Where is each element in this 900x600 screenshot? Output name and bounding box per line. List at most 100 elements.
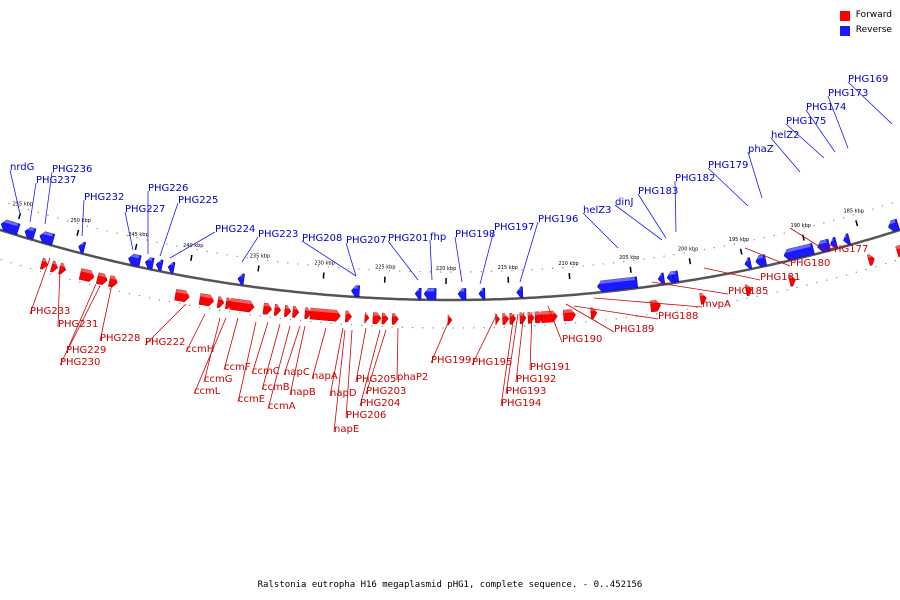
gene-label-phg177: PHG177 <box>828 244 868 255</box>
reverse-gene-feature <box>516 286 524 299</box>
gene-label-phg237: PHG237 <box>36 175 76 186</box>
gene-label-phg229: PHG229 <box>66 345 106 356</box>
reverse-gene-feature <box>657 272 666 285</box>
forward-gene-feature <box>519 312 527 325</box>
gene-label-phg179: PHG179 <box>708 160 748 171</box>
gene-label-phg182: PHG182 <box>675 173 715 184</box>
legend-forward: Forward <box>839 8 892 23</box>
forward-gene-feature <box>304 307 312 319</box>
tick-mark <box>257 265 260 272</box>
tick-marks: 255 kbp 250 kbp 245 kbp 240 kbp 235 kbp 230 k… <box>13 202 864 284</box>
gene-label-ccmb: ccmB <box>262 382 290 393</box>
gene-label-phg224: PHG224 <box>215 224 255 235</box>
gene-label-phg227: PHG227 <box>125 204 165 215</box>
tick-mark <box>17 213 22 220</box>
legend-reverse: Reverse <box>839 23 892 38</box>
reverse-gene-feature <box>829 236 839 249</box>
reverse-gene-feature <box>457 288 467 300</box>
tick-mark <box>855 220 859 227</box>
forward-gene-feature <box>262 302 272 315</box>
reverse-gene-feature <box>237 273 245 286</box>
gene-label-phaz: phaZ <box>748 144 774 155</box>
tick-mark <box>739 248 743 255</box>
gene-label-phg226: PHG226 <box>148 183 188 194</box>
gene-label-fhp: fhp <box>430 232 446 243</box>
gene-label-napb: napB <box>290 387 316 398</box>
legend-forward-label: Forward <box>855 10 892 20</box>
forward-gene-feature <box>364 311 370 324</box>
gene-label-ccmg: ccmG <box>204 374 233 385</box>
forward-gene-feature <box>58 262 66 275</box>
tick-label: 230 kbp <box>314 261 334 267</box>
forward-gene-feature <box>95 272 108 286</box>
gene-label-phg225: PHG225 <box>178 195 218 206</box>
gene-label-phg197: PHG197 <box>494 222 534 233</box>
reverse-gene-feature <box>596 276 639 293</box>
forward-gene-feature <box>78 268 95 282</box>
reverse-gene-feature <box>478 287 486 300</box>
gene-label-ccmf: ccmF <box>224 362 251 373</box>
forward-gene-feature <box>39 257 48 270</box>
gene-label-phg205: PHG205 <box>356 374 396 385</box>
gene-label-dinj: dinJ <box>615 197 633 208</box>
gene-label-phg223: PHG223 <box>258 229 298 240</box>
gene-label-phap2: phaP2 <box>397 372 428 383</box>
tick-label: 240 kbp <box>183 243 203 249</box>
gene-label-phg181: PHG181 <box>760 272 800 283</box>
tick-mark <box>688 258 692 265</box>
reverse-gene-feature <box>886 218 900 232</box>
gene-label-phg189: PHG189 <box>614 324 654 335</box>
gene-label-phg198: PHG198 <box>455 229 495 240</box>
gene-label-phg185: PHG185 <box>728 286 768 297</box>
gene-label-ccmh: ccmH <box>186 344 214 355</box>
forward-gene-feature <box>562 309 576 322</box>
tick-label: 215 kbp <box>498 265 518 271</box>
gene-label-phg199: PHG199 <box>431 355 471 366</box>
gene-label-phg194: PHG194 <box>501 398 541 409</box>
tick-label: 250 kbp <box>70 218 90 224</box>
legend-reverse-label: Reverse <box>855 25 892 35</box>
reverse-gene-feature <box>414 287 422 300</box>
gene-label-phg183: PHG183 <box>638 186 678 197</box>
forward-gene-feature <box>344 310 352 323</box>
forward-gene-feature <box>447 313 453 327</box>
reverse-gene-feature <box>351 285 361 298</box>
forward-gene-feature <box>198 293 215 307</box>
gene-label-ccml: ccmL <box>194 386 221 397</box>
gene-label-phg195: PHG195 <box>472 357 512 368</box>
reverse-gene-feature <box>816 238 832 253</box>
reverse-gene-feature <box>155 259 164 272</box>
gene-label-phg196: PHG196 <box>538 214 578 225</box>
gene-label-napa: napA <box>312 371 338 382</box>
gene-label-phg188: PHG188 <box>658 311 698 322</box>
reverse-gene-feature <box>144 256 155 270</box>
tick-label: 195 kbp <box>729 237 749 243</box>
gene-label-phg208: PHG208 <box>302 233 342 244</box>
gene-label-phg174: PHG174 <box>806 102 846 113</box>
gene-label-ccmc: ccmC <box>252 366 280 377</box>
forward-strand-features <box>39 244 900 327</box>
forward-gene-feature <box>895 244 900 258</box>
forward-gene-feature <box>225 297 233 310</box>
forward-gene-feature <box>540 310 558 323</box>
gene-label-nape: napE <box>334 424 359 435</box>
forward-swatch <box>839 10 850 21</box>
gene-label-phg232: PHG232 <box>84 192 124 203</box>
tick-mark <box>629 266 632 273</box>
forward-gene-feature <box>174 288 190 303</box>
forward-gene-feature <box>509 312 517 325</box>
reverse-strand-features <box>0 218 900 300</box>
gene-label-phg204: PHG204 <box>360 398 400 409</box>
forward-gene-feature <box>788 274 796 287</box>
forward-gene-feature <box>108 275 118 288</box>
tick-label: 210 kbp <box>558 261 578 267</box>
gene-label-phg192: PHG192 <box>516 374 556 385</box>
forward-gene-feature <box>866 253 875 266</box>
gene-label-phg169: PHG169 <box>848 74 888 85</box>
gene-label-phg230: PHG230 <box>60 357 100 368</box>
gene-label-napc: napC <box>284 367 310 378</box>
reverse-gene-feature <box>842 233 852 246</box>
reverse-gene-feature <box>167 261 176 274</box>
forward-gene-feature <box>273 304 281 316</box>
